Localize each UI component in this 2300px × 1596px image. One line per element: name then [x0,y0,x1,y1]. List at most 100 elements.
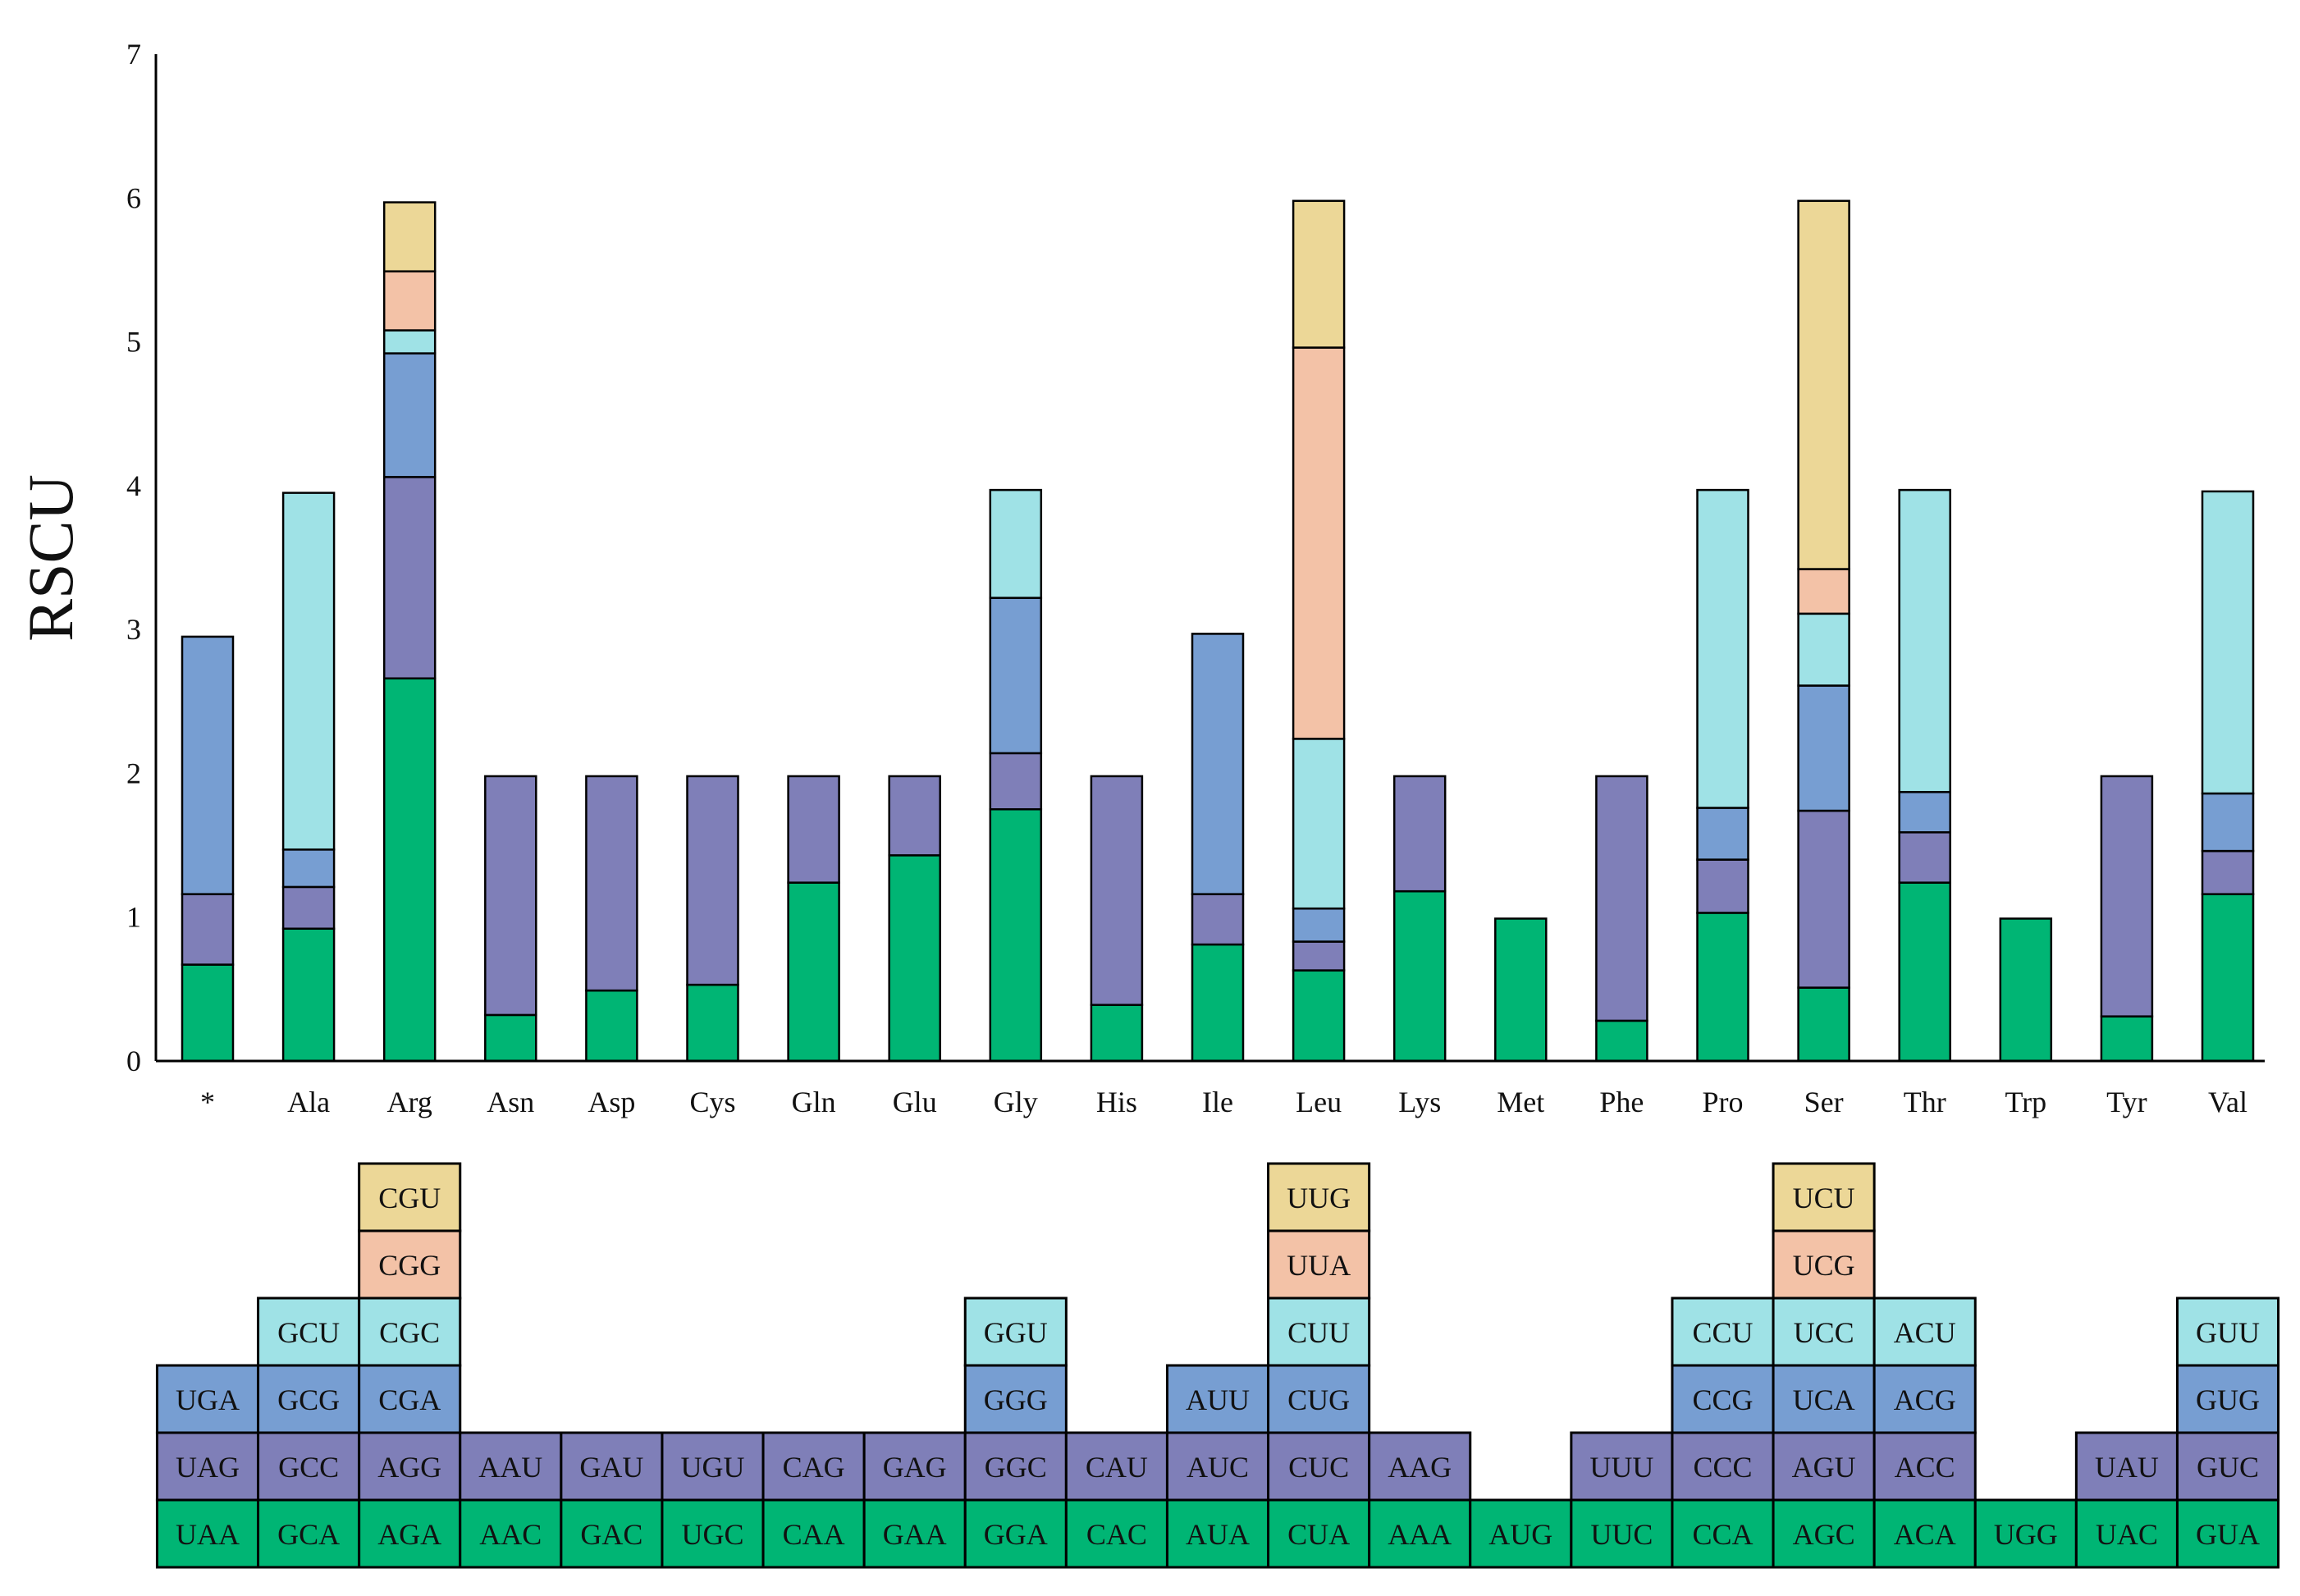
codon-cell [2175,1431,2280,1502]
codon-label: ACC [1895,1451,1955,1484]
codon-label: AAA [1388,1518,1452,1551]
codon-label: GCU [277,1316,340,1349]
bar-segment [1191,633,1245,895]
codon-label: GGU [984,1316,1048,1349]
bar-segment [787,775,840,884]
bar-segment [888,854,941,1063]
codon-label: UGG [1994,1518,2058,1551]
codon-cell [1267,1229,1371,1300]
codon-label: AGC [1793,1518,1855,1551]
codon-label: UCG [1793,1249,1855,1282]
x-tick-label: Gln [792,1086,836,1118]
codon-label: CCC [1693,1451,1752,1484]
x-tick-label: Val [2208,1086,2247,1118]
codon-label: AGG [377,1451,441,1484]
bar-segment [585,989,638,1063]
codon-cell [963,1296,1068,1367]
codon-label: UGC [681,1518,743,1551]
bar-segment [181,893,235,966]
codon-cell [560,1498,664,1569]
codon-label: GGA [984,1518,1048,1551]
bar-segment [1696,488,1749,809]
x-tick-label: Tyr [2106,1086,2147,1118]
y-tick-label: 5 [126,326,141,359]
bar-segment [1292,738,1346,910]
codon-label: ACG [1894,1383,1956,1416]
codon-label: UCC [1794,1316,1854,1349]
codon-label: AUG [1488,1518,1552,1551]
bar-segment [1797,684,1850,812]
codon-label: CGU [378,1182,441,1214]
codon-label: GGG [984,1383,1048,1416]
bar-segment [2100,1015,2154,1063]
y-tick-label: 6 [126,181,141,214]
bar-group [989,488,1043,1063]
codon-cell [459,1498,563,1569]
bar-segment [1898,790,1951,834]
bar-segment [382,201,437,272]
bar-segment [1696,858,1749,914]
codon-cell [1872,1296,1977,1367]
codon-label: ACU [1894,1316,1956,1349]
codon-label: GAC [580,1518,642,1551]
codon-cell [459,1431,563,1502]
x-tick-label: Arg [387,1086,432,1118]
codon-cell [1973,1498,2078,1569]
bar-segment [382,270,437,332]
codon-cell [2175,1498,2280,1569]
bar-segment [2201,490,2255,795]
codon-label: UUU [1589,1451,1653,1484]
codon-label: GUG [2196,1383,2260,1416]
bar-segment [989,808,1043,1063]
codon-cell [761,1431,866,1502]
y-tick-label: 7 [126,38,141,71]
bar-group [382,201,437,1063]
bar-segment [1797,568,1850,615]
y-tick-label: 3 [126,613,141,646]
codon-cell [1872,1431,1977,1502]
codon-cell [1570,1498,1674,1569]
codon-label: GCA [277,1518,340,1551]
bar-segment [1494,917,1548,1063]
bar-segment [1797,986,1850,1063]
bar-segment [1191,943,1245,1063]
bar-segment [1090,775,1144,1006]
codon-label: AAU [478,1451,542,1484]
codon-cell [358,1296,462,1367]
bar-group [585,775,638,1063]
codon-cell [963,1364,1068,1434]
codon-label: AGA [377,1518,441,1551]
bars-layer [181,199,2255,1063]
codon-cell [358,1431,462,1502]
bar-group [1191,633,1245,1063]
bar-segment [2201,792,2255,853]
bar-segment [1090,1004,1144,1063]
codon-label: CAA [783,1518,845,1551]
codon-cell [1064,1431,1168,1502]
bar-segment [1797,809,1850,989]
codon-cell [2074,1431,2179,1502]
codon-label: AAG [1388,1451,1452,1484]
x-tick-label: Gly [994,1086,1038,1118]
bar-segment [181,635,235,895]
codon-label: UGA [176,1383,240,1416]
bar-segment [281,848,336,889]
codon-label: CCU [1692,1316,1753,1349]
bar-group [281,492,336,1063]
codon-label: CAU [1086,1451,1148,1484]
bar-group [1999,917,2053,1063]
bar-segment [1898,831,1951,884]
bar-segment [382,329,437,354]
bar-segment [1292,907,1346,943]
bar-segment [989,488,1043,599]
bar-group [181,635,235,1063]
bar-segment [2201,893,2255,1063]
codon-cell [257,1296,361,1367]
bar-segment [1696,912,1749,1063]
bar-group [2100,775,2154,1063]
codon-legend-table: UAA UAG UGA GCA GCC GCG GCU AGA AGG CGA CGC CGG CGU A… [155,1162,2280,1569]
x-tick-label: Ala [287,1086,330,1118]
bar-segment [382,352,437,478]
codon-label: UCA [1793,1383,1855,1416]
bar-group [787,775,840,1063]
